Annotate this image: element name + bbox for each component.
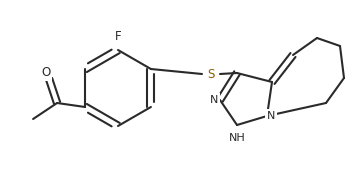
Text: N: N: [210, 95, 218, 105]
Text: O: O: [42, 66, 51, 80]
Text: F: F: [115, 30, 121, 44]
Text: S: S: [207, 67, 215, 81]
Text: N: N: [267, 111, 275, 121]
Text: NH: NH: [229, 133, 245, 143]
